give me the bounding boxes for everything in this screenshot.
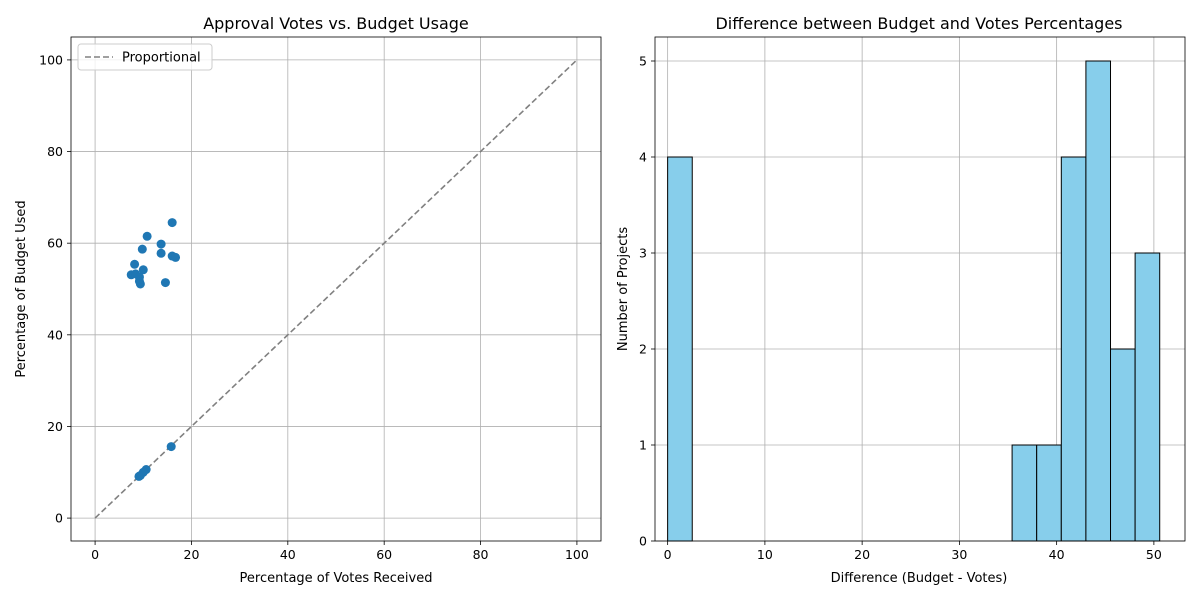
- histogram-y-tick-label: 1: [639, 438, 647, 453]
- scatter-y-tick-label: 100: [39, 52, 63, 67]
- histogram-y-tick-label: 2: [639, 342, 647, 357]
- histogram-bar: [1134, 252, 1161, 542]
- scatter-point: [135, 279, 145, 289]
- scatter-point: [134, 471, 144, 481]
- histogram-chart: Difference between Budget and Votes Perc…: [616, 14, 1186, 586]
- scatter-x-tick-label: 0: [91, 547, 99, 562]
- histogram-x-tick-label: 40: [1049, 547, 1065, 562]
- histogram-bar: [1110, 348, 1136, 542]
- scatter-x-tick-label: 20: [184, 547, 200, 562]
- scatter-point: [130, 259, 140, 269]
- scatter-x-tick-label: 100: [565, 547, 589, 562]
- scatter-y-tick-label: 40: [47, 327, 63, 342]
- scatter-x-tick-label: 80: [473, 547, 489, 562]
- histogram-y-tick-label: 5: [639, 54, 647, 69]
- scatter-point: [156, 239, 166, 249]
- scatter-point: [167, 218, 177, 228]
- histogram-bar: [1060, 156, 1087, 542]
- histogram-x-tick-label: 0: [664, 547, 672, 562]
- scatter-plot-frame: [70, 36, 602, 542]
- histogram-bar: [1036, 444, 1062, 542]
- scatter-y-axis-label: Percentage of Budget Used: [14, 200, 29, 377]
- histogram-y-tick-label: 4: [639, 150, 647, 165]
- scatter-y-tick-label: 60: [47, 236, 63, 251]
- histogram-x-tick-label: 30: [951, 547, 967, 562]
- legend-box: [77, 43, 213, 71]
- scatter-point: [138, 265, 148, 275]
- scatter-chart: Approval Votes vs. Budget Usage Percenta…: [14, 14, 602, 586]
- scatter-point: [160, 278, 170, 288]
- histogram-y-tick-label: 3: [639, 246, 647, 261]
- scatter-y-tick-label: 20: [47, 419, 63, 434]
- histogram-x-axis-label: Difference (Budget - Votes): [831, 571, 1008, 586]
- scatter-x-tick-label: 60: [376, 547, 392, 562]
- histogram-bar: [667, 156, 693, 542]
- histogram-x-tick-label: 50: [1146, 547, 1162, 562]
- scatter-x-tick-label: 40: [280, 547, 296, 562]
- histogram-y-tick-label: 0: [639, 534, 647, 549]
- scatter-legend: Proportional: [77, 43, 213, 71]
- histogram-bar: [1011, 444, 1038, 542]
- scatter-x-axis-label: Percentage of Votes Received: [240, 571, 433, 586]
- histogram-plot-frame: [654, 36, 1186, 542]
- scatter-point: [137, 244, 147, 254]
- histogram-chart-title: Difference between Budget and Votes Perc…: [715, 14, 1122, 33]
- scatter-chart-title: Approval Votes vs. Budget Usage: [203, 14, 469, 33]
- scatter-point: [166, 442, 176, 452]
- scatter-y-tick-label: 0: [55, 511, 63, 526]
- histogram-y-axis-label: Number of Projects: [616, 227, 631, 351]
- scatter-point: [171, 252, 181, 262]
- scatter-point: [156, 248, 166, 258]
- histogram-bar: [1085, 60, 1112, 542]
- histogram-x-tick-label: 10: [757, 547, 773, 562]
- scatter-point: [142, 231, 152, 241]
- scatter-y-tick-label: 80: [47, 144, 63, 159]
- proportional-reference-line: [94, 59, 578, 519]
- legend-label: Proportional: [122, 51, 201, 66]
- histogram-x-tick-label: 20: [854, 547, 870, 562]
